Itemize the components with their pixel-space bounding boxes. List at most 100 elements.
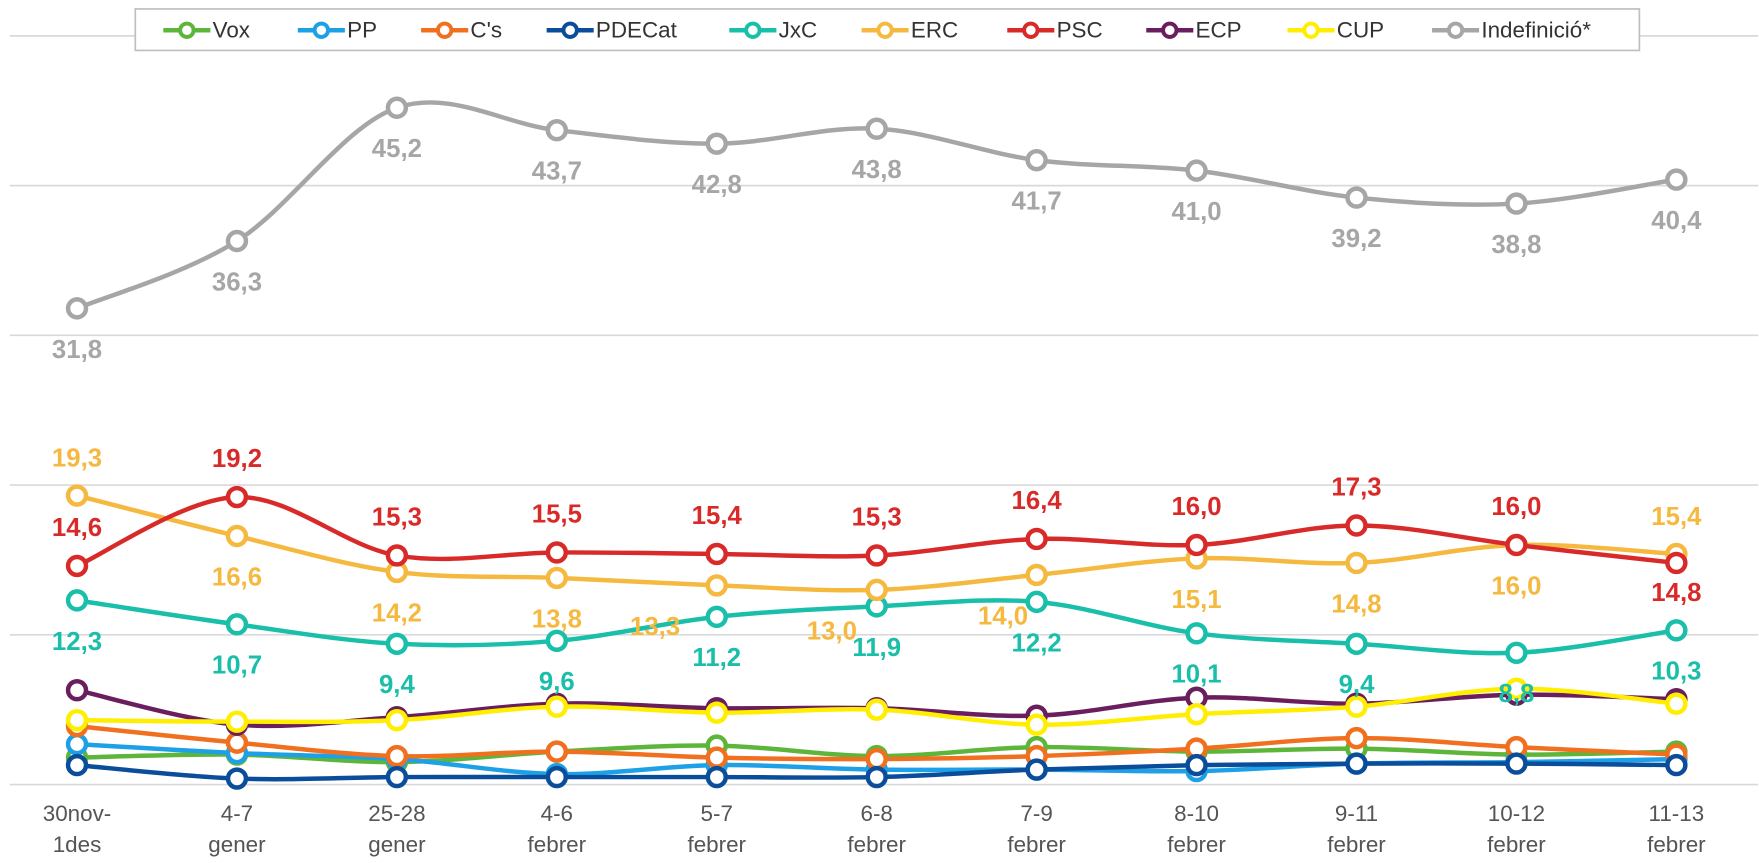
data-label: 14,0	[978, 602, 1028, 630]
data-label: 41,0	[1171, 198, 1221, 226]
legend-marker	[1022, 21, 1040, 39]
point	[545, 740, 569, 763]
point	[545, 695, 569, 718]
data-label: 13,3	[630, 613, 680, 641]
point	[1185, 753, 1208, 777]
data-label: 12,2	[1012, 629, 1062, 657]
data-label: 10,3	[1651, 658, 1701, 686]
point	[705, 701, 728, 724]
point	[1665, 551, 1688, 575]
point	[545, 566, 569, 590]
legend-item: CUP	[1287, 17, 1384, 42]
data-label: 14,2	[372, 599, 422, 627]
legend-item: Vox	[163, 17, 250, 42]
data-label: 36,3	[212, 268, 262, 296]
data-label: 42,8	[692, 171, 742, 199]
legend-label: PP	[347, 17, 377, 42]
point	[705, 746, 728, 769]
data-label: 13,8	[532, 605, 582, 633]
legend-label: CUP	[1337, 17, 1384, 42]
point	[1505, 533, 1528, 557]
point	[225, 613, 249, 636]
point	[225, 229, 249, 253]
data-label: 16,0	[1491, 493, 1541, 521]
point	[1185, 533, 1208, 557]
point	[385, 744, 409, 768]
point	[1185, 702, 1208, 726]
point	[385, 544, 409, 567]
point	[1665, 168, 1688, 191]
x-tick-label: 7-9 febrer	[1007, 801, 1066, 857]
data-label: 9,6	[539, 668, 575, 696]
legend-item: PSC	[1007, 17, 1103, 42]
point	[385, 708, 409, 732]
legend-item: Indefinició*	[1432, 17, 1591, 42]
x-tick-label: 4-6 febrer	[528, 801, 587, 857]
x-tick-label: 4-7 gener	[208, 801, 266, 857]
data-label: 31,8	[52, 336, 102, 364]
point	[1025, 590, 1048, 614]
point	[225, 485, 249, 509]
x-tick-label: 8-10 febrer	[1167, 801, 1226, 857]
point	[865, 578, 888, 602]
point	[1025, 148, 1048, 172]
legend-label: PDECat	[596, 17, 678, 42]
data-label: 43,7	[532, 158, 582, 186]
data-label: 16,0	[1171, 493, 1221, 521]
data-label: 16,6	[212, 563, 262, 591]
point	[865, 747, 888, 771]
point	[225, 710, 249, 733]
data-label: 39,2	[1331, 225, 1381, 253]
x-tick-label: 25-28 gener	[368, 801, 426, 857]
x-tick-label: 30nov-1des	[43, 801, 112, 857]
point	[1505, 641, 1528, 664]
point	[65, 753, 89, 777]
point	[1665, 692, 1688, 715]
data-label: 15,3	[372, 503, 422, 531]
point	[865, 765, 888, 789]
legend-item: ECP	[1146, 17, 1242, 42]
x-tick-label: 6-8 febrer	[847, 801, 906, 857]
legend-marker	[435, 21, 454, 39]
point	[385, 96, 409, 119]
data-label: 15,5	[532, 500, 582, 528]
legend-label: Indefinició*	[1481, 17, 1591, 42]
point	[545, 541, 569, 564]
point	[1025, 713, 1048, 736]
point	[545, 629, 569, 653]
data-label: 15,4	[692, 502, 743, 530]
data-label: 11,2	[692, 644, 741, 672]
point	[1345, 514, 1368, 537]
data-label: 11,9	[852, 634, 901, 662]
legend-label: C's	[470, 17, 502, 42]
point	[1345, 695, 1368, 718]
data-label: 43,8	[852, 156, 902, 184]
data-label: 15,4	[1651, 503, 1702, 531]
point	[1665, 753, 1688, 777]
legend-item: C's	[421, 17, 502, 42]
x-tick-label: 11-13 febrer	[1647, 801, 1706, 857]
data-label: 38,8	[1491, 231, 1541, 259]
legend-marker	[1446, 21, 1465, 39]
point	[705, 132, 728, 155]
point	[705, 765, 728, 789]
point	[1345, 632, 1368, 656]
point	[705, 605, 728, 629]
point	[385, 632, 409, 656]
data-label: 10,1	[1171, 661, 1221, 689]
legend-label: JxC	[779, 17, 818, 42]
point	[1025, 563, 1048, 587]
data-label: 19,3	[52, 445, 102, 473]
point	[1025, 527, 1048, 551]
data-label: 19,2	[212, 445, 262, 473]
point	[65, 679, 89, 702]
data-label: 12,3	[52, 628, 102, 656]
legend-label: Vox	[213, 17, 250, 42]
legend-marker	[561, 21, 579, 39]
point	[1185, 159, 1208, 182]
point	[1185, 622, 1208, 645]
legend-label: ECP	[1196, 17, 1242, 42]
data-label: 10,7	[212, 652, 262, 680]
